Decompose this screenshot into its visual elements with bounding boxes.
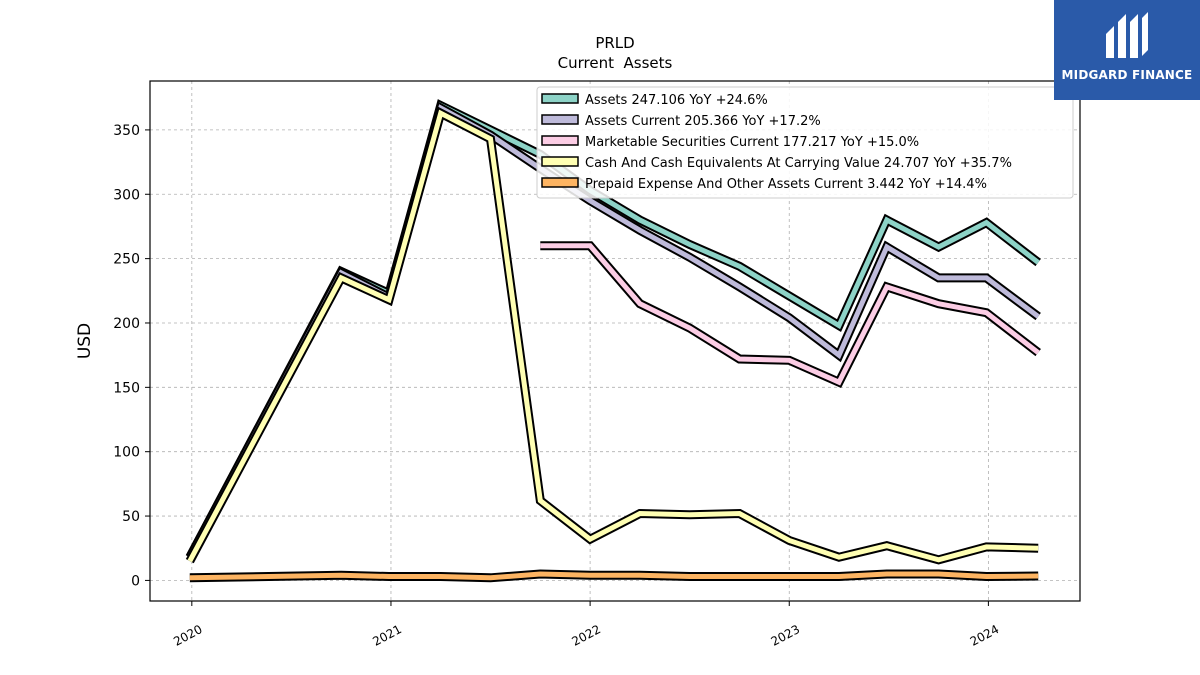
y-axis-label: USD bbox=[75, 323, 95, 359]
legend-entry: Cash And Cash Equivalents At Carrying Va… bbox=[585, 156, 1012, 171]
y-tick-label: 150 bbox=[113, 380, 140, 396]
legend-entry: Marketable Securities Current 177.217 Yo… bbox=[585, 135, 919, 150]
series-line-cash-and-cash-equivalents-at-carrying-value bbox=[187, 109, 1039, 563]
legend-swatch bbox=[541, 135, 579, 146]
y-tick-label: 350 bbox=[113, 123, 140, 139]
brand-logo: MIDGARD FINANCE bbox=[1054, 0, 1200, 100]
x-tick-label: 2023 bbox=[769, 622, 803, 649]
axis-ticks: 0 50 100 150 200 250 300 350 2020 2021 2022 2023 202… bbox=[113, 123, 1001, 649]
legend-swatch bbox=[541, 114, 579, 125]
legend-swatch bbox=[541, 93, 579, 104]
legend-entry: Prepaid Expense And Other Assets Current… bbox=[585, 177, 987, 192]
plot-frame bbox=[149, 80, 1081, 602]
legend-entry: Assets Current 205.366 YoY +17.2% bbox=[585, 114, 821, 129]
legend-box bbox=[536, 86, 1074, 199]
legend-swatch bbox=[541, 177, 579, 188]
y-tick-label: 0 bbox=[131, 573, 140, 589]
chart-subtitle: Current Assets bbox=[558, 54, 673, 72]
y-tick-label: 250 bbox=[113, 252, 140, 268]
chart-title: PRLD bbox=[595, 34, 634, 52]
y-tick-label: 300 bbox=[113, 187, 140, 203]
legend-swatch bbox=[541, 156, 579, 167]
series-line-marketable-securities-current bbox=[540, 243, 1040, 386]
legend-entry: Assets 247.106 YoY +24.6% bbox=[585, 93, 768, 108]
y-tick-label: 200 bbox=[113, 316, 140, 332]
series-lines bbox=[185, 99, 1041, 583]
x-tick-label: 2024 bbox=[968, 622, 1002, 649]
y-tick-label: 50 bbox=[122, 509, 140, 525]
x-tick-label: 2021 bbox=[370, 622, 404, 649]
legend: Assets 247.106 YoY +24.6% Assets Current … bbox=[536, 86, 1074, 199]
y-tick-label: 100 bbox=[113, 445, 140, 461]
x-tick-label: 2022 bbox=[569, 622, 603, 649]
logo-mark-icon bbox=[1106, 12, 1148, 58]
brand-name: MIDGARD FINANCE bbox=[1061, 68, 1193, 82]
x-tick-label: 2020 bbox=[171, 622, 205, 649]
series-line-prepaid-expense-and-other-assets-current bbox=[189, 571, 1039, 581]
